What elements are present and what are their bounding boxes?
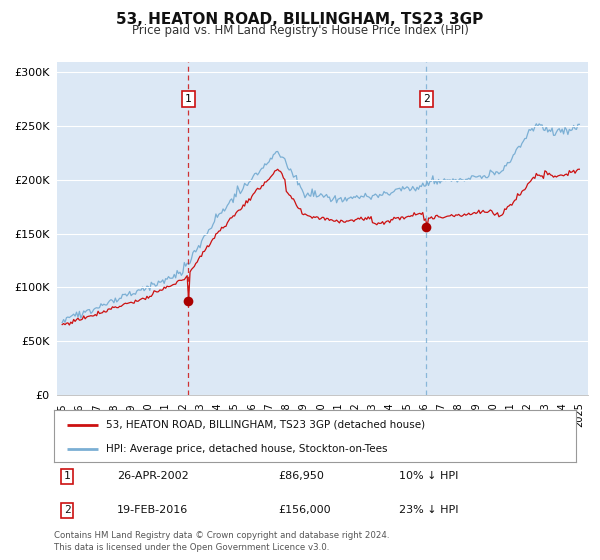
Text: Contains HM Land Registry data © Crown copyright and database right 2024.
This d: Contains HM Land Registry data © Crown c… <box>54 531 389 552</box>
Text: 23% ↓ HPI: 23% ↓ HPI <box>398 505 458 515</box>
Text: 53, HEATON ROAD, BILLINGHAM, TS23 3GP (detached house): 53, HEATON ROAD, BILLINGHAM, TS23 3GP (d… <box>106 420 425 430</box>
Text: 53, HEATON ROAD, BILLINGHAM, TS23 3GP: 53, HEATON ROAD, BILLINGHAM, TS23 3GP <box>116 12 484 27</box>
Text: HPI: Average price, detached house, Stockton-on-Tees: HPI: Average price, detached house, Stoc… <box>106 444 388 454</box>
Text: 19-FEB-2016: 19-FEB-2016 <box>116 505 188 515</box>
Text: 10% ↓ HPI: 10% ↓ HPI <box>398 472 458 482</box>
Text: 2: 2 <box>64 505 70 515</box>
Text: £156,000: £156,000 <box>278 505 331 515</box>
Text: 1: 1 <box>64 472 70 482</box>
Text: £86,950: £86,950 <box>278 472 325 482</box>
Text: 1: 1 <box>185 94 191 104</box>
Text: 26-APR-2002: 26-APR-2002 <box>116 472 188 482</box>
Text: Price paid vs. HM Land Registry's House Price Index (HPI): Price paid vs. HM Land Registry's House … <box>131 24 469 37</box>
Text: 2: 2 <box>423 94 430 104</box>
